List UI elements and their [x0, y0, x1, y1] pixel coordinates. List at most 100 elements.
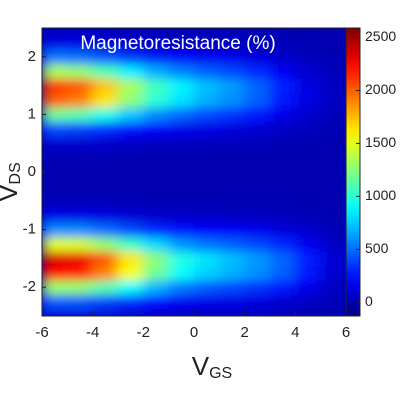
- heatmap-cell: [117, 293, 144, 310]
- heatmap-cell: [218, 293, 246, 310]
- heatmap-cell: [66, 77, 94, 94]
- heatmap-cell: [193, 193, 220, 209]
- heatmap-cell: [42, 63, 68, 79]
- heatmap-cell: [92, 77, 119, 94]
- heatmap-cell: [168, 28, 195, 36]
- heatmap-cell: [294, 265, 322, 281]
- heatmap: [42, 28, 346, 316]
- heatmap-cell: [142, 308, 170, 316]
- heatmap-cell: [42, 34, 68, 51]
- heatmap-cell: [92, 135, 119, 151]
- heatmap-cell: [193, 49, 220, 65]
- heatmap-cell: [66, 28, 94, 36]
- heatmap-cell: [42, 178, 68, 195]
- heatmap-cell: [168, 308, 195, 316]
- heatmap-cell: [320, 178, 346, 195]
- heatmap-cell: [142, 149, 170, 166]
- heatmap-cell: [269, 164, 296, 180]
- heatmap-cell: [294, 193, 322, 209]
- heatmap-cell: [66, 308, 94, 316]
- heatmap-cell: [66, 106, 94, 123]
- heatmap-cell: [193, 77, 220, 94]
- heatmap-cell: [269, 236, 296, 252]
- heatmap-cell: [269, 250, 296, 267]
- heatmap-cell: [142, 236, 170, 252]
- heatmap-cell: [294, 34, 322, 51]
- heatmap-cell: [117, 106, 144, 123]
- heatmap-cell: [92, 193, 119, 209]
- heatmap-cell: [168, 178, 195, 195]
- colorbar: [345, 27, 361, 317]
- heatmap-cell: [294, 164, 322, 180]
- heatmap-cell: [142, 293, 170, 310]
- heatmap-cell: [42, 92, 68, 108]
- heatmap-cell: [142, 63, 170, 79]
- heatmap-cell: [218, 250, 246, 267]
- heatmap-cell: [42, 149, 68, 166]
- heatmap-cell: [168, 279, 195, 295]
- heatmap-cell: [142, 121, 170, 137]
- heatmap-cell: [92, 207, 119, 223]
- heatmap-cell: [92, 293, 119, 310]
- y-tick-label: -2: [23, 278, 36, 295]
- heatmap-cell: [92, 308, 119, 316]
- heatmap-cell: [244, 279, 271, 295]
- heatmap-cell: [218, 193, 246, 209]
- heatmap-cell: [142, 221, 170, 238]
- heatmap-cell: [269, 135, 296, 151]
- heatmap-cell: [142, 250, 170, 267]
- heatmap-cell: [269, 106, 296, 123]
- heatmap-cell: [218, 164, 246, 180]
- heatmap-cell: [168, 193, 195, 209]
- heatmap-cell: [244, 221, 271, 238]
- heatmap-cell: [42, 49, 68, 65]
- heatmap-cell: [193, 34, 220, 51]
- heatmap-cell: [269, 92, 296, 108]
- heatmap-cell: [218, 265, 246, 281]
- heatmap-cell: [320, 135, 346, 151]
- heatmap-cell: [193, 293, 220, 310]
- heatmap-cell: [168, 250, 195, 267]
- heatmap-cell: [320, 265, 346, 281]
- heatmap-cell: [294, 121, 322, 137]
- heatmap-cell: [92, 164, 119, 180]
- heatmap-cell: [218, 92, 246, 108]
- heatmap-cell: [269, 308, 296, 316]
- heatmap-cell: [66, 279, 94, 295]
- y-axis-label-sub: DS: [7, 162, 24, 184]
- heatmap-cell: [117, 49, 144, 65]
- heatmap-cell: [294, 135, 322, 151]
- heatmap-cell: [294, 92, 322, 108]
- heatmap-cell: [142, 34, 170, 51]
- heatmap-cell: [168, 135, 195, 151]
- heatmap-cell: [320, 293, 346, 310]
- heatmap-cell: [168, 164, 195, 180]
- heatmap-cell: [218, 49, 246, 65]
- heatmap-cell: [244, 121, 271, 137]
- heatmap-cell: [294, 279, 322, 295]
- heatmap-cell: [117, 250, 144, 267]
- heatmap-cell: [92, 221, 119, 238]
- heatmap-cell: [117, 178, 144, 195]
- heatmap-cell: [294, 293, 322, 310]
- heatmap-cell: [193, 250, 220, 267]
- heatmap-cell: [42, 28, 68, 36]
- heatmap-cell: [294, 77, 322, 94]
- heatmap-cell: [42, 279, 68, 295]
- heatmap-cell: [244, 149, 271, 166]
- heatmap-cell: [244, 207, 271, 223]
- heatmap-cell: [218, 106, 246, 123]
- heatmap-cell: [168, 236, 195, 252]
- heatmap-cell: [142, 279, 170, 295]
- heatmap-cell: [168, 221, 195, 238]
- heatmap-cell: [193, 236, 220, 252]
- heatmap-cell: [218, 28, 246, 36]
- heatmap-cell: [218, 135, 246, 151]
- heatmap-cell: [117, 308, 144, 316]
- heatmap-cell: [92, 279, 119, 295]
- heatmap-cell: [193, 279, 220, 295]
- y-tick-label: 0: [28, 163, 36, 180]
- heatmap-cell: [117, 63, 144, 79]
- heatmap-cell: [218, 77, 246, 94]
